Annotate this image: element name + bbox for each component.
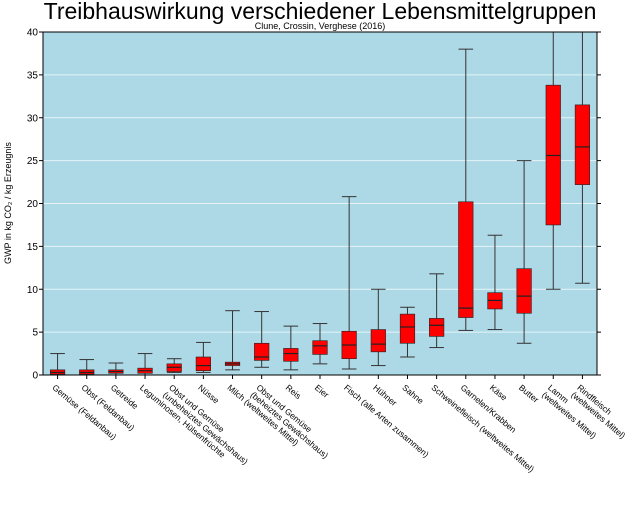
plot-frame — [42, 31, 598, 376]
y-tick-label: 5 — [32, 328, 38, 339]
y-tick-label: 10 — [27, 285, 39, 296]
x-tick-label: Nüsse — [196, 382, 221, 405]
x-tick-label-line: (unbeheiztes Gewächshaus) — [161, 390, 250, 467]
box — [254, 342, 270, 361]
x-tick-label-line: Käse — [488, 382, 509, 402]
x-tick-label-line: (beheiztes Gewächshaus) — [249, 390, 331, 461]
y-tick-label: 15 — [27, 242, 39, 253]
box — [458, 201, 474, 318]
y-tick-label: 35 — [27, 70, 39, 81]
y-tick-label: 0 — [32, 371, 38, 382]
box — [516, 268, 532, 314]
x-tick-label: Sahne — [400, 382, 425, 406]
box — [429, 318, 445, 337]
x-tick-label-line: Reis — [284, 382, 303, 401]
box — [195, 356, 211, 372]
x-tick-label: Butter — [517, 382, 541, 404]
y-tick-label: 20 — [27, 199, 39, 210]
box — [370, 329, 386, 353]
y-tick-label: 25 — [27, 156, 39, 167]
box — [399, 313, 416, 344]
x-tick-label-line: Eier — [313, 382, 331, 399]
chart-subtitle: Clune, Crossin, Verghese (2016) — [255, 21, 386, 31]
x-tick-label: Reis — [284, 382, 303, 401]
y-tick-label: 30 — [27, 113, 39, 124]
x-tick-label: Rindfleisch(weltweites Mittel) — [569, 382, 633, 440]
x-tick-label-line: Sahne — [400, 382, 425, 406]
y-axis-label: GWP in kg CO₂ / kg Erzeugnis — [3, 142, 13, 264]
x-tick-label: Käse — [488, 382, 509, 402]
box — [312, 340, 328, 355]
x-tick-label-line: Nüsse — [196, 382, 221, 405]
y-tick-label: 40 — [27, 28, 39, 39]
x-tick-label: Eier — [313, 382, 331, 399]
x-tick-label-line: Butter — [517, 382, 541, 404]
box — [283, 348, 299, 362]
chart-title: Treibhauswirkung verschiedener Lebensmit… — [44, 0, 597, 24]
box — [574, 104, 591, 185]
